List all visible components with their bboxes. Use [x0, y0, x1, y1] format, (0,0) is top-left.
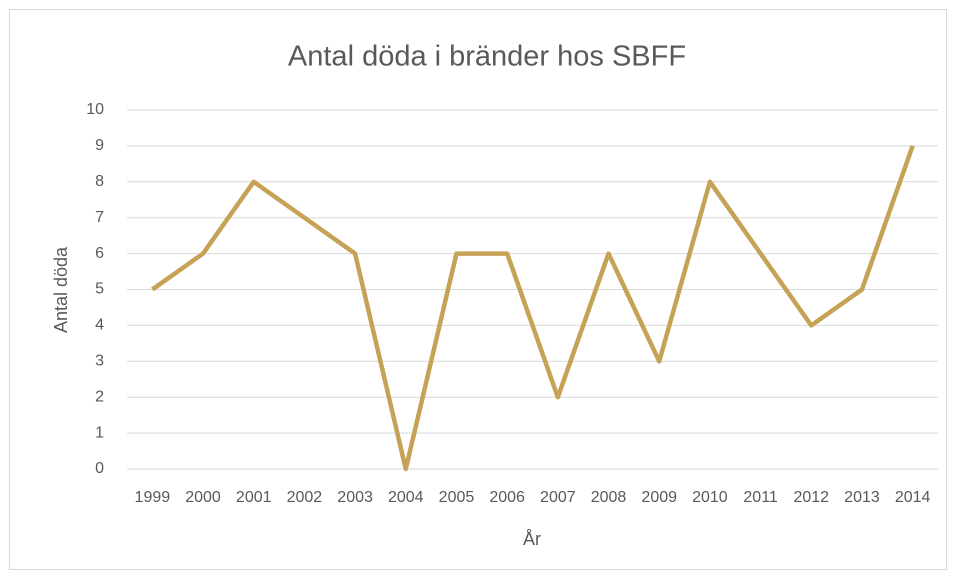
x-tick-label: 2001 — [236, 489, 272, 506]
y-tick-label: 0 — [95, 460, 104, 477]
y-tick-label: 3 — [95, 353, 104, 370]
y-tick-label: 2 — [95, 388, 104, 405]
x-axis-label: År — [523, 529, 541, 549]
x-tick-label: 2012 — [793, 489, 829, 506]
y-tick-label: 8 — [95, 173, 104, 190]
x-tick-label: 2008 — [591, 489, 627, 506]
x-tick-label: 2005 — [439, 489, 475, 506]
y-tick-label: 9 — [95, 137, 104, 154]
data-line — [151, 145, 915, 472]
y-tick-label: 6 — [95, 245, 104, 262]
x-tick-label: 2009 — [641, 489, 677, 506]
y-tick-label: 4 — [95, 317, 104, 334]
y-tick-label: 7 — [95, 209, 104, 226]
x-tick-label: 2000 — [185, 489, 221, 506]
x-tick-label: 2002 — [287, 489, 323, 506]
chart-title: Antal döda i bränder hos SBFF — [288, 41, 686, 73]
x-tick-label: 1999 — [135, 489, 171, 506]
x-tick-label: 2007 — [540, 489, 576, 506]
x-tick-label: 2010 — [692, 489, 728, 506]
x-tick-label: 2013 — [844, 489, 880, 506]
y-tick-label: 10 — [86, 101, 104, 118]
y-tick-label: 1 — [95, 424, 104, 441]
x-tick-label: 2006 — [489, 489, 525, 506]
x-tick-label: 2011 — [743, 489, 778, 506]
y-axis-label: Antal döda — [51, 246, 71, 333]
x-tick-label: 2004 — [388, 489, 424, 506]
x-tick-label: 2003 — [337, 489, 373, 506]
y-tick-label: 5 — [95, 281, 104, 298]
x-tick-label: 2014 — [895, 489, 931, 506]
